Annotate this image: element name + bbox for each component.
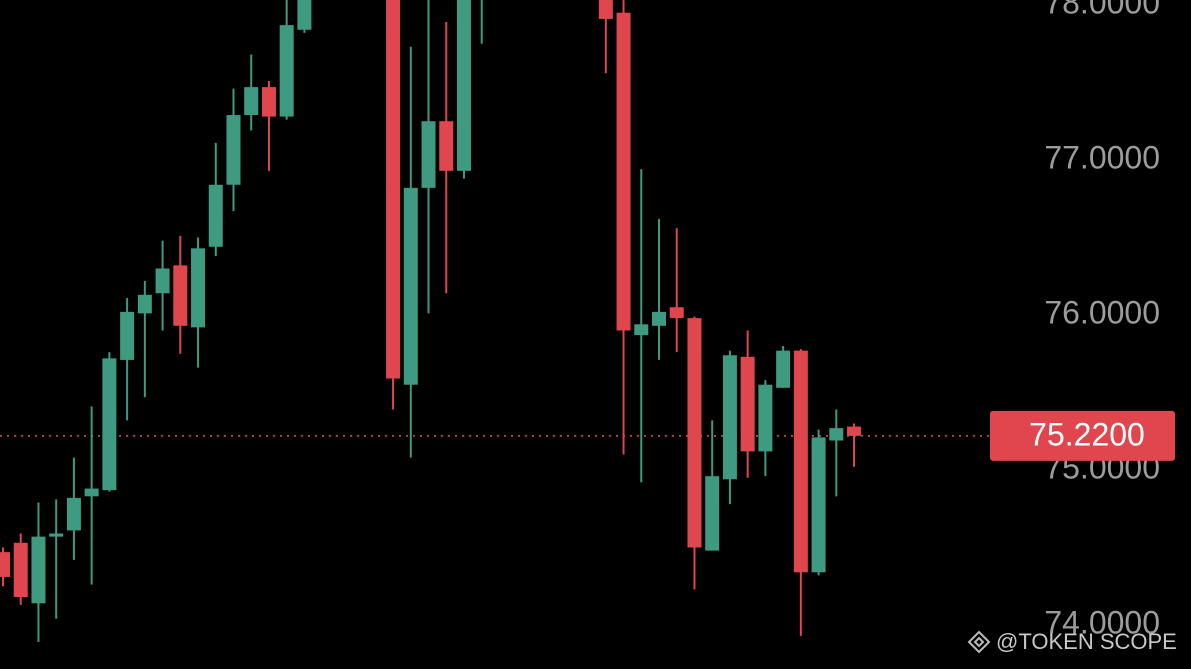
y-tick-label: 78.0000 xyxy=(1044,0,1160,20)
candle-body xyxy=(811,437,826,573)
y-tick-label: 74.0000 xyxy=(1044,604,1160,640)
candle-body xyxy=(669,307,684,319)
candle-body xyxy=(137,294,152,314)
candle-body xyxy=(687,318,702,548)
candle-body xyxy=(226,115,241,185)
candle-body xyxy=(456,0,471,171)
candle-body xyxy=(616,12,631,331)
candle-body xyxy=(279,25,294,117)
candle-body xyxy=(191,248,206,328)
y-tick-label: 76.0000 xyxy=(1044,294,1160,330)
candle-body xyxy=(386,0,401,379)
candle-body xyxy=(722,355,737,480)
candle-body xyxy=(84,488,99,497)
candle-body xyxy=(776,350,791,388)
candle-body xyxy=(847,426,862,436)
candle-body xyxy=(598,0,613,19)
candle-body xyxy=(13,542,28,598)
candle-body xyxy=(102,358,117,491)
watermark-icon xyxy=(967,630,991,654)
candle-body xyxy=(66,497,81,531)
candle-body xyxy=(758,384,773,452)
candle-body xyxy=(173,265,188,326)
candle-body xyxy=(439,121,454,171)
candle-body xyxy=(261,87,276,117)
candle-body xyxy=(244,87,259,116)
candle-body xyxy=(208,184,223,247)
candle-body xyxy=(829,428,844,441)
candle-body xyxy=(403,187,418,385)
candle-body xyxy=(155,268,170,294)
candle-body xyxy=(49,533,64,537)
y-tick-label: 77.0000 xyxy=(1044,139,1160,175)
candle-body xyxy=(793,350,808,573)
candle-body xyxy=(31,536,46,604)
candle-body xyxy=(421,121,436,188)
candle-body xyxy=(652,311,667,326)
watermark: @TOKEN SCOPE xyxy=(996,629,1177,654)
candle-body xyxy=(705,476,720,551)
last-price-label: 75.2200 xyxy=(1029,416,1145,452)
candle-body xyxy=(120,311,135,360)
candle-body xyxy=(740,356,755,452)
candle-body xyxy=(297,0,312,30)
candle-body xyxy=(0,552,10,577)
candle-body xyxy=(634,324,649,336)
last-price-box xyxy=(990,410,1175,461)
